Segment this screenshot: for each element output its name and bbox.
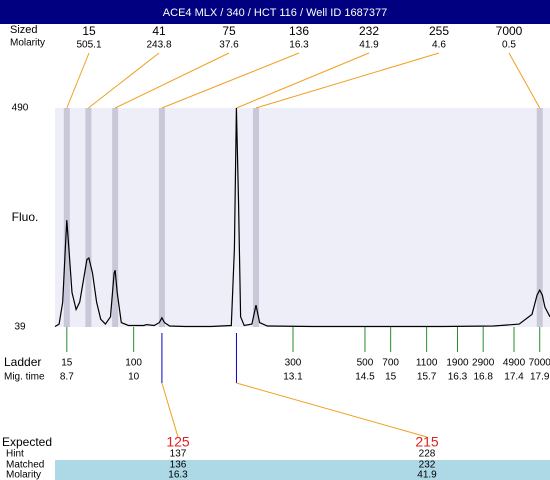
y-tick-label: 490 — [12, 103, 29, 114]
peak-size: 255 — [429, 24, 449, 38]
ladder-label: Ladder — [4, 355, 41, 369]
row-label: Matched — [6, 460, 44, 471]
molarity-value: 16.3 — [168, 470, 188, 480]
y-axis-label: Fluo. — [12, 210, 39, 224]
ladder-size: 7000 — [529, 358, 550, 369]
ladder-size: 500 — [357, 358, 374, 369]
ladder-size: 100 — [125, 358, 142, 369]
ladder-time: 8.7 — [60, 372, 74, 383]
row-label: Expected — [2, 435, 52, 449]
y-tick-label: 39 — [14, 322, 26, 333]
peak-leader — [508, 52, 541, 109]
hint-value: 228 — [419, 449, 436, 460]
ladder-time: 17.9 — [530, 372, 550, 383]
match-leader — [236, 382, 428, 438]
peak-band — [536, 108, 543, 327]
ladder-time: 14.5 — [355, 372, 375, 383]
expected-value: 125 — [166, 434, 190, 450]
peak-molarity: 0.5 — [502, 40, 516, 51]
peak-band — [85, 108, 92, 327]
ladder-time: 15 — [385, 372, 397, 383]
ladder-time: 16.8 — [473, 372, 493, 383]
peak-leader — [88, 52, 160, 109]
ladder-size: 15 — [61, 358, 73, 369]
matched-band — [55, 460, 550, 480]
ladder-time: 15.7 — [417, 372, 437, 383]
expected-value: 215 — [415, 434, 439, 450]
peak-molarity: 505.1 — [76, 40, 101, 51]
row-label: Molarity — [6, 470, 41, 480]
peak-molarity: 243.8 — [146, 40, 171, 51]
matched-value: 136 — [170, 460, 187, 471]
peak-leader — [236, 52, 370, 109]
peak-size: 136 — [289, 24, 309, 38]
row-label: Hint — [6, 449, 24, 460]
ladder-size: 2900 — [472, 358, 495, 369]
peak-leader — [255, 52, 440, 109]
plot-area — [55, 108, 550, 327]
peak-size: 7000 — [496, 24, 523, 38]
ladder-size: 4900 — [503, 358, 526, 369]
molarity-label: Molarity — [10, 38, 45, 49]
molarity-value: 41.9 — [417, 470, 437, 480]
peak-molarity: 4.6 — [432, 40, 446, 51]
peak-band — [63, 108, 70, 327]
peak-band — [252, 108, 259, 327]
peak-leader — [161, 52, 300, 109]
match-leader — [161, 382, 179, 438]
peak-size: 41 — [152, 24, 166, 38]
peak-band — [112, 108, 119, 327]
peak-molarity: 16.3 — [289, 40, 309, 51]
peak-size: 75 — [222, 24, 236, 38]
peak-size: 232 — [359, 24, 379, 38]
peak-size: 15 — [82, 24, 96, 38]
ladder-time: 17.4 — [504, 372, 524, 383]
mig-time-label: Mig. time — [4, 372, 45, 383]
ladder-size: 300 — [285, 358, 302, 369]
title-bar — [0, 0, 550, 24]
hint-value: 137 — [170, 449, 187, 460]
ladder-size: 1900 — [446, 358, 469, 369]
ladder-time: 13.1 — [283, 372, 303, 383]
ladder-size: 700 — [382, 358, 399, 369]
peak-band — [158, 108, 165, 327]
peak-leader — [114, 52, 230, 109]
trace — [54, 107, 550, 328]
chart-title: ACE4 MLX / 340 / HCT 116 / Well ID 16873… — [163, 7, 387, 19]
matched-value: 232 — [419, 460, 436, 471]
ladder-time: 10 — [128, 372, 140, 383]
ladder-time: 16.3 — [448, 372, 468, 383]
peak-molarity: 41.9 — [359, 40, 379, 51]
size-label: Sized — [10, 24, 38, 36]
peak-leader — [66, 52, 90, 109]
ladder-size: 1100 — [416, 358, 438, 369]
peak-molarity: 37.6 — [219, 40, 239, 51]
